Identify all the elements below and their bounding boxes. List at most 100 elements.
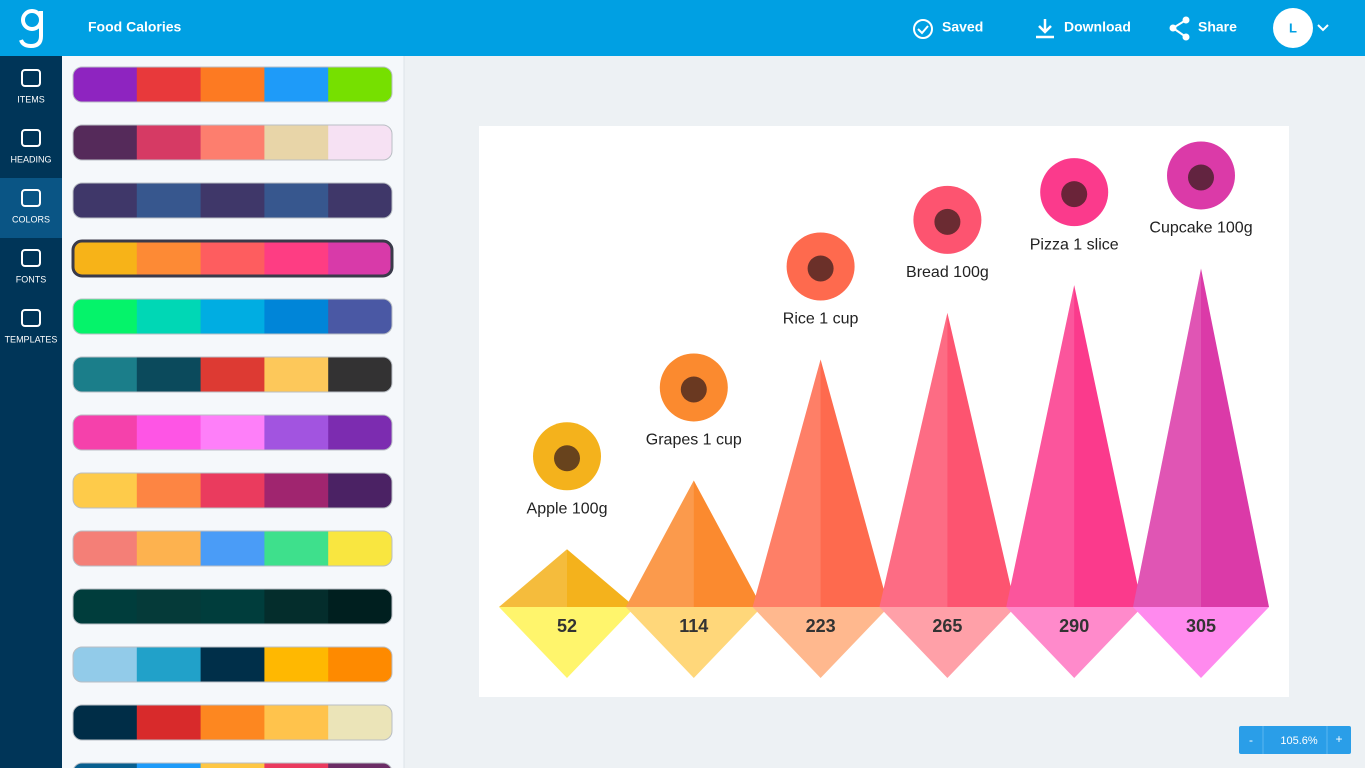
logo-shape [19,11,43,49]
palette-swatch [264,763,329,768]
zoom-level: 105.6% [1280,735,1318,747]
nav-icon [21,129,41,147]
pyramid-shade [625,480,694,607]
palette-swatch [73,241,138,276]
share-button[interactable]: Share [1198,19,1237,35]
pyramid-base [879,607,1016,678]
palette-swatch [136,763,202,768]
zoom-in[interactable]: + [1335,732,1342,746]
palette-swatch [264,647,329,682]
logo[interactable] [19,9,43,49]
palette[interactable] [72,356,393,393]
palette-swatch [136,299,202,334]
saved-status: Saved [942,19,983,35]
value-label: 52 [557,616,577,636]
palette[interactable] [72,704,393,741]
palette-border [72,414,393,451]
palette-swatch [328,241,392,276]
pyramid-shade [499,549,567,607]
palette[interactable] [71,239,394,278]
nav-item[interactable]: FONTS [16,249,47,284]
avatar[interactable] [1273,8,1313,48]
palette[interactable] [73,762,393,768]
palette-swatch [200,67,266,102]
pyramid-shade [752,359,821,607]
chart: 52 Apple 100g 114 Grapes 1 cup 223 Rice 1 cup… [499,141,1269,678]
palette-swatch [200,357,266,392]
palette-swatch [264,183,329,218]
nav-item[interactable]: COLORS [0,178,62,238]
nav-icon [21,69,41,87]
palette-border [72,646,393,683]
palette-swatch [136,473,202,508]
palette-swatch [328,763,392,768]
palette-swatch [264,531,329,566]
nav-label: HEADING [10,154,51,164]
palette-swatch [328,473,392,508]
category-label: Pizza 1 slice [1030,236,1119,253]
palette-swatch [264,473,329,508]
palette[interactable] [72,588,393,625]
zoom-out[interactable]: - [1249,733,1253,747]
zoom-bg [1239,726,1351,754]
nav-label: FONTS [16,274,47,284]
palette-swatch [73,589,138,624]
palette-border [72,298,393,335]
palette[interactable] [72,646,393,683]
category-label: Cupcake 100g [1149,220,1252,237]
palette-swatch [264,67,329,102]
palette-swatch [73,705,138,740]
pyramid-base [1133,607,1269,678]
doc-title[interactable]: Food Calories [88,19,182,35]
nav-items: ITEMS HEADING COLORS FONTS TEMPLATES [0,69,62,344]
food-icon [1061,181,1088,208]
palette-swatch [200,763,266,768]
nav-item[interactable]: ITEMS [17,69,45,104]
palette-border [72,588,393,625]
pyramid [752,359,889,607]
palette-border [72,182,393,219]
avatar-menu[interactable] [1317,24,1329,32]
palette-swatch [200,299,266,334]
palette-swatch [264,299,329,334]
nav-item[interactable]: TEMPLATES [5,309,58,344]
palette[interactable] [72,182,393,219]
palette-swatch [264,357,329,392]
palette-swatch [73,125,138,160]
palette-swatch [328,415,392,450]
value-label: 114 [679,616,708,636]
palette-swatch [136,183,202,218]
palette-swatch [328,67,392,102]
nav-item[interactable]: HEADING [10,129,52,164]
palette[interactable] [72,298,393,335]
palette-border [72,530,393,567]
palette-swatch [136,531,202,566]
palette-swatch [264,241,329,276]
palette-swatch [200,415,266,450]
palette-border [72,66,393,103]
pyramid [499,549,635,607]
download-icon [1036,19,1054,39]
palette[interactable] [72,124,393,161]
palette-swatch [200,125,266,160]
palette-swatch [136,67,202,102]
pyramid-base [499,607,635,678]
palette-swatch [73,299,138,334]
palette[interactable] [72,530,393,567]
food-icon [934,208,961,235]
share-icon [1169,16,1190,41]
palette-swatch [73,415,138,450]
pyramid-base [625,607,762,678]
category-label: Rice 1 cup [783,311,859,328]
pyramid [879,312,1016,607]
palette-swatch [73,67,138,102]
nav-label: TEMPLATES [5,334,58,344]
palette-swatch [136,705,202,740]
download-button[interactable]: Download [1064,19,1131,35]
palette[interactable] [72,66,393,103]
value-label: 265 [932,616,962,636]
palette[interactable] [72,414,393,451]
palette-swatch [328,531,392,566]
palette[interactable] [72,472,393,509]
palette-border [72,704,393,741]
